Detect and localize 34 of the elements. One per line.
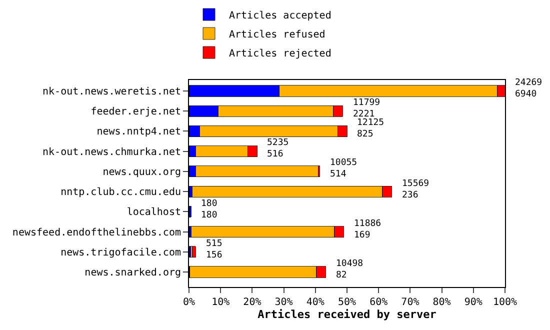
annotation: 11886 169 xyxy=(354,219,382,241)
y-tick-label: localhost xyxy=(126,207,181,218)
annotation: 180 180 xyxy=(201,199,218,221)
y-tick-label: news.nntp4.net xyxy=(96,126,181,138)
x-tick-label: 20% xyxy=(243,297,262,308)
legend-label: Articles refused xyxy=(229,29,326,40)
annotation: 24269 6940 xyxy=(515,78,542,100)
annotation: 15569 236 xyxy=(402,179,430,201)
x-tick-label: 100% xyxy=(492,297,518,308)
x-tick-label: 70% xyxy=(401,297,420,308)
x-tick-label: 80% xyxy=(432,297,451,308)
y-tick-label: news.quux.org xyxy=(102,166,181,178)
y-tick-label: news.snarked.org xyxy=(84,268,181,278)
x-axis-title: Articles received by server xyxy=(258,308,437,321)
annotation: 10498 82 xyxy=(336,259,364,281)
x-tick-label: 50% xyxy=(338,297,356,308)
y-tick-label: nk-out.news.weretis.net xyxy=(42,86,181,98)
y-tick-label: feeder.erje.net xyxy=(90,106,181,118)
x-tick-label: 40% xyxy=(306,297,324,308)
x-tick-label: 90% xyxy=(464,297,482,308)
legend-label: Articles accepted xyxy=(229,10,332,22)
annotation: 12125 825 xyxy=(357,118,384,140)
x-tick-label: 60% xyxy=(370,297,388,308)
legend-label: Articles rejected xyxy=(229,48,332,60)
y-tick-label: nntp.club.cc.cmu.edu xyxy=(60,187,181,198)
annotation: 515 156 xyxy=(206,239,222,261)
annotation: 10055 514 xyxy=(330,158,358,180)
y-tick-label: newsfeed.endofthelinebbs.com xyxy=(12,227,181,238)
y-tick-label: news.trigofacile.com xyxy=(60,247,181,258)
y-tick-label: nk-out.news.chmurka.net xyxy=(42,146,181,158)
x-tick-label: 30% xyxy=(274,297,293,308)
annotation: 5235 516 xyxy=(267,138,289,160)
x-tick-label: 10% xyxy=(212,297,230,308)
x-tick-label: 0% xyxy=(182,297,196,308)
